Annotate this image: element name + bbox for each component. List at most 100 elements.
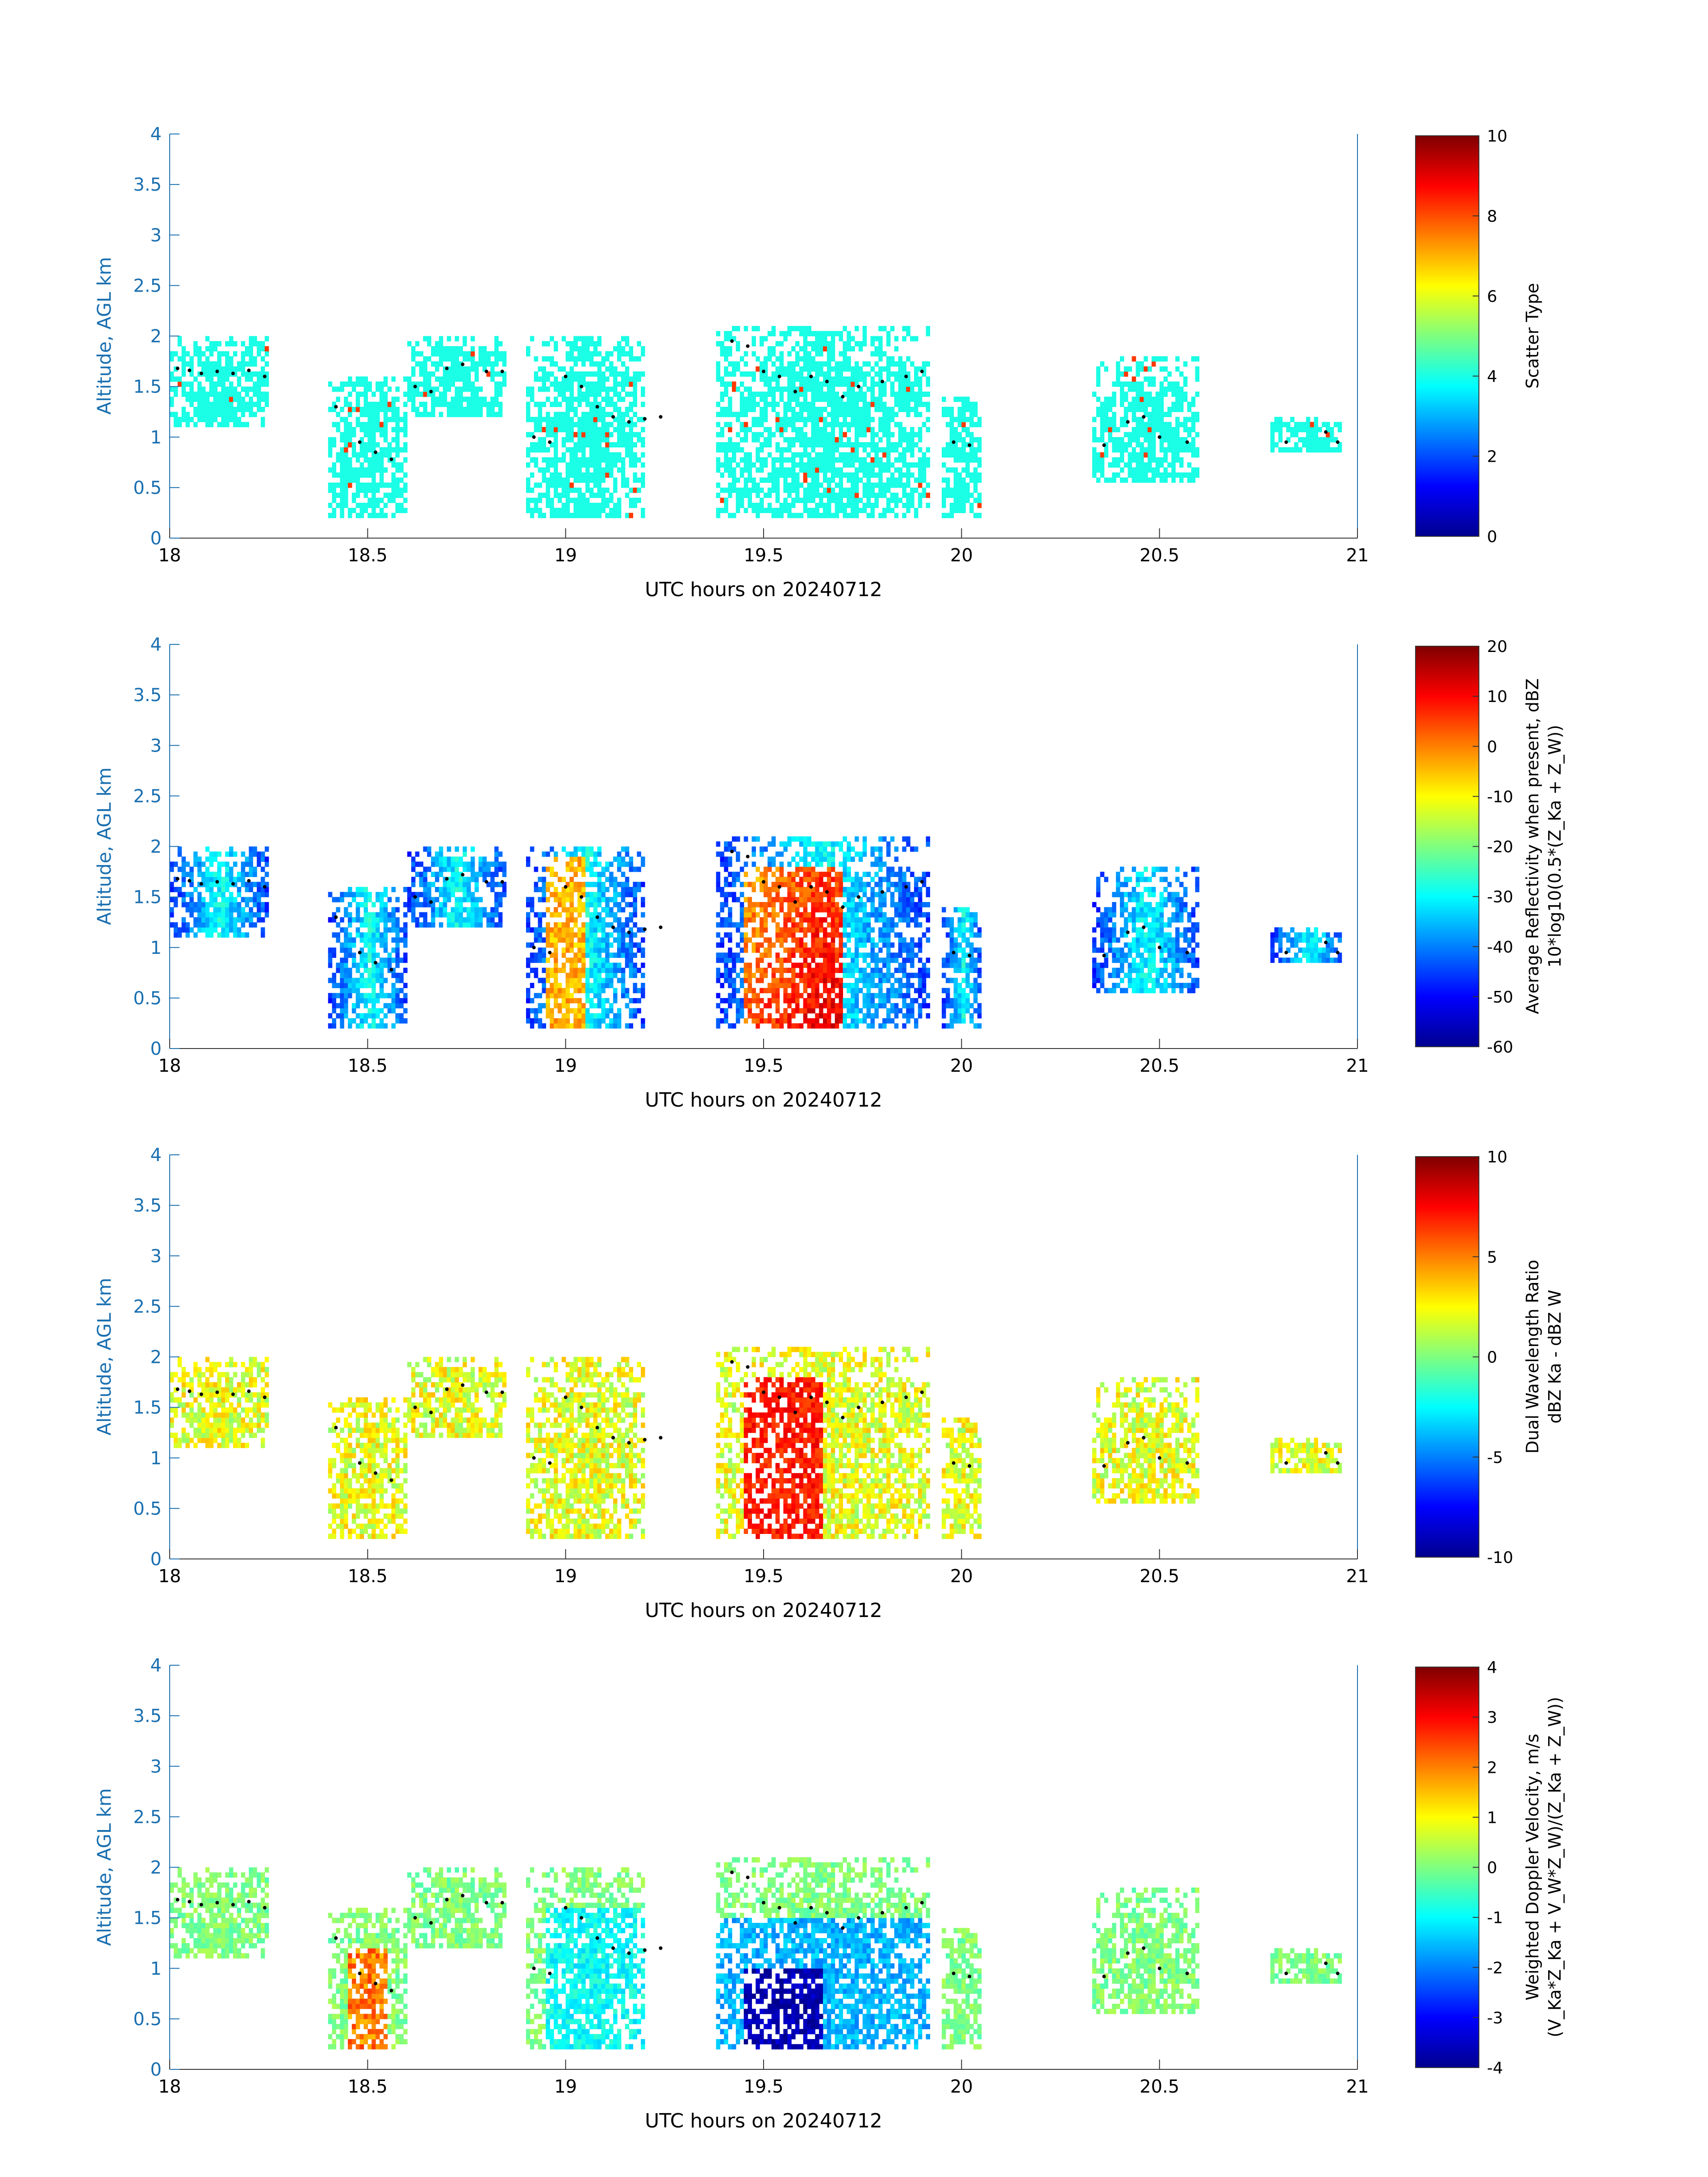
echo-cell: [851, 366, 855, 372]
echo-cell: [735, 447, 740, 453]
echo-cell: [847, 346, 851, 351]
echo-cell: [799, 417, 804, 422]
echo-cell: [367, 927, 372, 933]
echo-cell: [589, 927, 594, 933]
echo-cell: [854, 391, 859, 397]
echo-cell: [973, 457, 978, 463]
echo-cell: [1159, 432, 1164, 438]
echo-cell: [217, 391, 221, 397]
echo-cell: [760, 467, 764, 473]
echo-cell: [1155, 356, 1160, 362]
echo-cell: [779, 417, 784, 422]
echo-cell: [858, 346, 863, 351]
echo-cell: [629, 346, 633, 351]
echo-cell: [585, 487, 590, 493]
echo-cell: [173, 897, 178, 903]
echo-cell: [565, 1003, 570, 1009]
echo-cell: [482, 361, 487, 367]
cloud-base-point: [952, 440, 956, 444]
echo-cell: [245, 872, 249, 877]
echo-cell: [557, 927, 562, 933]
echo-cell: [819, 331, 823, 337]
echo-cell: [815, 432, 819, 438]
echo-cell: [233, 351, 238, 357]
echo-cell: [546, 897, 550, 903]
echo-cell: [1167, 442, 1172, 447]
echo-cell: [585, 993, 590, 999]
echo-cell: [819, 432, 823, 438]
echo-cell: [791, 452, 796, 458]
echo-cell: [435, 907, 439, 913]
echo-cell: [463, 351, 467, 357]
echo-cell: [467, 892, 471, 898]
echo-cell: [502, 361, 507, 367]
echo-cell: [573, 1008, 578, 1014]
echo-cell: [597, 401, 602, 407]
echo-cell: [1123, 417, 1128, 422]
echo-cell: [1310, 437, 1315, 443]
echo-cell: [419, 861, 424, 867]
echo-cell: [423, 882, 427, 887]
echo-cell: [526, 462, 530, 468]
echo-cell: [173, 391, 178, 397]
echo-cell: [589, 472, 594, 478]
echo-cell: [748, 472, 752, 478]
echo-cell: [372, 953, 376, 958]
echo-cell: [906, 376, 910, 382]
echo-cell: [565, 1008, 570, 1014]
echo-cell: [486, 866, 491, 872]
cloud-base-point: [334, 405, 338, 409]
echo-cell: [209, 361, 214, 367]
echo-cell: [633, 376, 637, 382]
echo-cell: [387, 968, 392, 973]
echo-cell: [819, 351, 823, 357]
echo-cell: [502, 381, 507, 387]
echo-cell: [443, 356, 447, 362]
echo-cell: [724, 391, 728, 397]
echo-cell: [170, 386, 174, 392]
echo-cell: [851, 508, 855, 513]
echo-cell: [593, 973, 598, 978]
echo-cell: [581, 376, 586, 382]
echo-cell: [399, 508, 404, 513]
echo-cell: [1120, 386, 1124, 392]
echo-cell: [546, 487, 550, 493]
echo-cell: [383, 417, 388, 422]
echo-cell: [1112, 447, 1116, 453]
echo-cell: [367, 892, 372, 898]
echo-cell: [193, 917, 198, 923]
echo-cell: [463, 851, 467, 857]
echo-cell: [732, 336, 736, 342]
echo-cell: [815, 467, 819, 473]
echo-cell: [494, 361, 499, 367]
echo-cell: [1183, 427, 1188, 432]
echo-cell: [391, 477, 396, 483]
echo-cell: [395, 953, 400, 958]
echo-cell: [902, 472, 906, 478]
echo-cell: [249, 861, 253, 867]
echo-cell: [593, 422, 598, 427]
echo-cell: [399, 447, 404, 453]
echo-cell: [589, 401, 594, 407]
echo-cell: [906, 406, 910, 412]
echo-cell: [399, 988, 404, 994]
echo-cell: [213, 346, 217, 351]
echo-cell: [605, 866, 610, 872]
echo-cell: [221, 381, 226, 387]
echo-cell: [633, 502, 637, 508]
echo-cell: [498, 381, 503, 387]
echo-cell: [831, 422, 835, 427]
echo-cell: [399, 1018, 404, 1024]
echo-cell: [185, 391, 190, 397]
echo-cell: [1155, 462, 1160, 468]
echo-cell: [977, 502, 982, 508]
echo-cell: [225, 861, 230, 867]
echo-cell: [1112, 477, 1116, 483]
echo-cell: [953, 427, 958, 432]
echo-cell: [593, 942, 598, 948]
echo-cell: [728, 361, 732, 367]
echo-cell: [831, 386, 835, 392]
echo-cell: [494, 872, 499, 877]
echo-cell: [423, 897, 427, 903]
echo-cell: [1298, 437, 1303, 443]
